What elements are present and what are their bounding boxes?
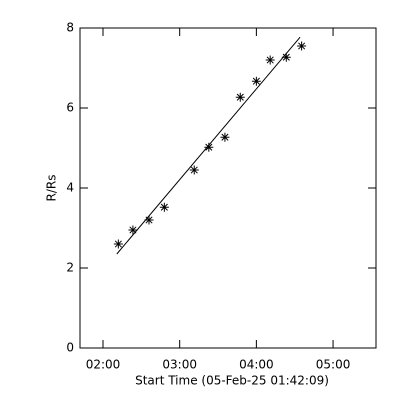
asterisk-marker xyxy=(297,41,307,51)
asterisk-marker xyxy=(159,202,169,212)
asterisk-marker xyxy=(204,142,214,152)
asterisk-marker xyxy=(189,165,199,175)
asterisk-marker xyxy=(265,55,275,65)
asterisk-marker xyxy=(144,215,154,225)
y-tick-label: 2 xyxy=(66,261,74,275)
fit-line xyxy=(116,36,301,255)
y-tick-label: 8 xyxy=(66,21,74,35)
x-tick-label: 05:00 xyxy=(316,358,351,372)
y-tick-label: 4 xyxy=(66,181,74,195)
y-tick-label: 6 xyxy=(66,101,74,115)
asterisk-marker xyxy=(235,92,245,102)
y-tick-label: 0 xyxy=(66,341,74,355)
x-tick-label: 04:00 xyxy=(239,358,274,372)
asterisk-marker xyxy=(220,132,230,142)
plot-frame xyxy=(79,27,377,349)
x-tick-label: 03:00 xyxy=(162,358,197,372)
asterisk-marker xyxy=(128,225,138,235)
x-tick-label: 02:00 xyxy=(86,358,121,372)
y-axis-label: R/Rs xyxy=(45,175,59,202)
x-axis-label: Start Time (05-Feb-25 01:42:09) xyxy=(135,374,329,388)
asterisk-marker xyxy=(113,239,123,249)
asterisk-marker xyxy=(281,52,291,62)
asterisk-marker xyxy=(251,76,261,86)
